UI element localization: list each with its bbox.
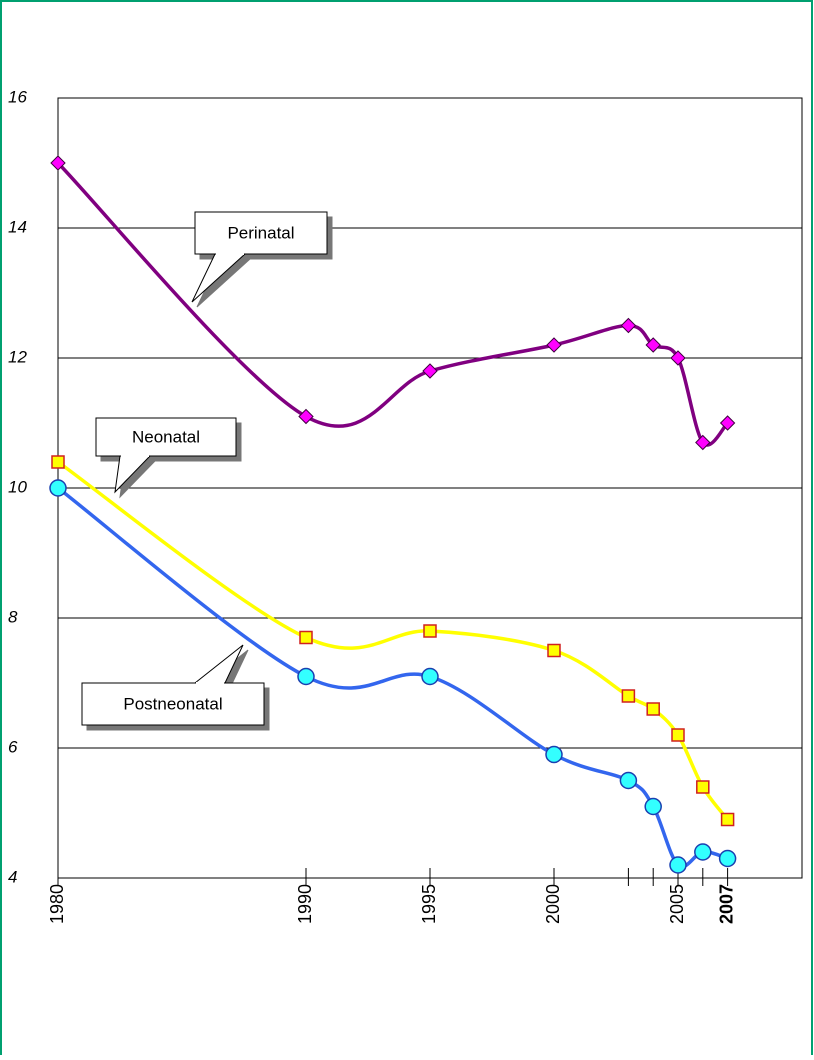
- marker: [423, 624, 437, 638]
- marker: [644, 797, 662, 816]
- x-tick-label: 1980: [47, 884, 67, 924]
- marker: [298, 408, 314, 425]
- marker: [671, 728, 685, 742]
- legend-label: Postneonatal: [123, 694, 222, 713]
- marker: [50, 155, 66, 171]
- marker: [670, 350, 686, 366]
- marker: [619, 771, 638, 790]
- marker: [547, 643, 561, 658]
- callout-box: [95, 417, 237, 457]
- marker: [299, 630, 313, 645]
- callout-box: [81, 682, 265, 726]
- legend-label: Perinatal: [227, 223, 294, 242]
- legend-callout: Perinatal: [191, 211, 333, 308]
- marker: [695, 434, 711, 451]
- y-tick-label: 12: [8, 347, 27, 366]
- callout-box: [194, 211, 328, 255]
- marker: [621, 689, 636, 703]
- marker: [620, 317, 637, 334]
- legend-callout: Postneonatal: [81, 644, 270, 731]
- marker: [297, 667, 315, 686]
- marker: [720, 812, 735, 827]
- marker: [422, 363, 438, 379]
- marker: [51, 455, 65, 469]
- legend-callout: Neonatal: [95, 417, 242, 499]
- marker: [718, 849, 737, 868]
- marker: [719, 415, 736, 431]
- y-tick-label: 8: [8, 607, 18, 626]
- x-tick-label: 2005: [667, 884, 687, 924]
- x-tick-label: 2000: [543, 884, 563, 924]
- marker: [545, 745, 563, 764]
- series-line: [56, 460, 729, 821]
- marker: [696, 780, 710, 794]
- y-tick-label: 14: [8, 217, 27, 236]
- marker: [421, 667, 439, 686]
- x-tick-label: 1995: [419, 884, 439, 924]
- callout-tail: [191, 253, 247, 303]
- x-tick-label: 2007: [716, 884, 736, 924]
- marker: [694, 843, 712, 861]
- x-tick-label: 1990: [295, 884, 315, 924]
- marker: [646, 702, 660, 716]
- callout-tail: [114, 455, 152, 494]
- marker: [546, 337, 562, 353]
- marker: [645, 337, 661, 353]
- y-tick-label: 6: [8, 737, 18, 756]
- series-line: [56, 161, 729, 447]
- y-tick-label: 16: [8, 87, 27, 106]
- marker: [669, 856, 687, 874]
- legend-label: Neonatal: [132, 427, 200, 446]
- y-tick-label: 10: [8, 477, 27, 496]
- series-line: [56, 486, 729, 869]
- y-tick-label: 4: [8, 867, 17, 886]
- marker: [49, 479, 67, 497]
